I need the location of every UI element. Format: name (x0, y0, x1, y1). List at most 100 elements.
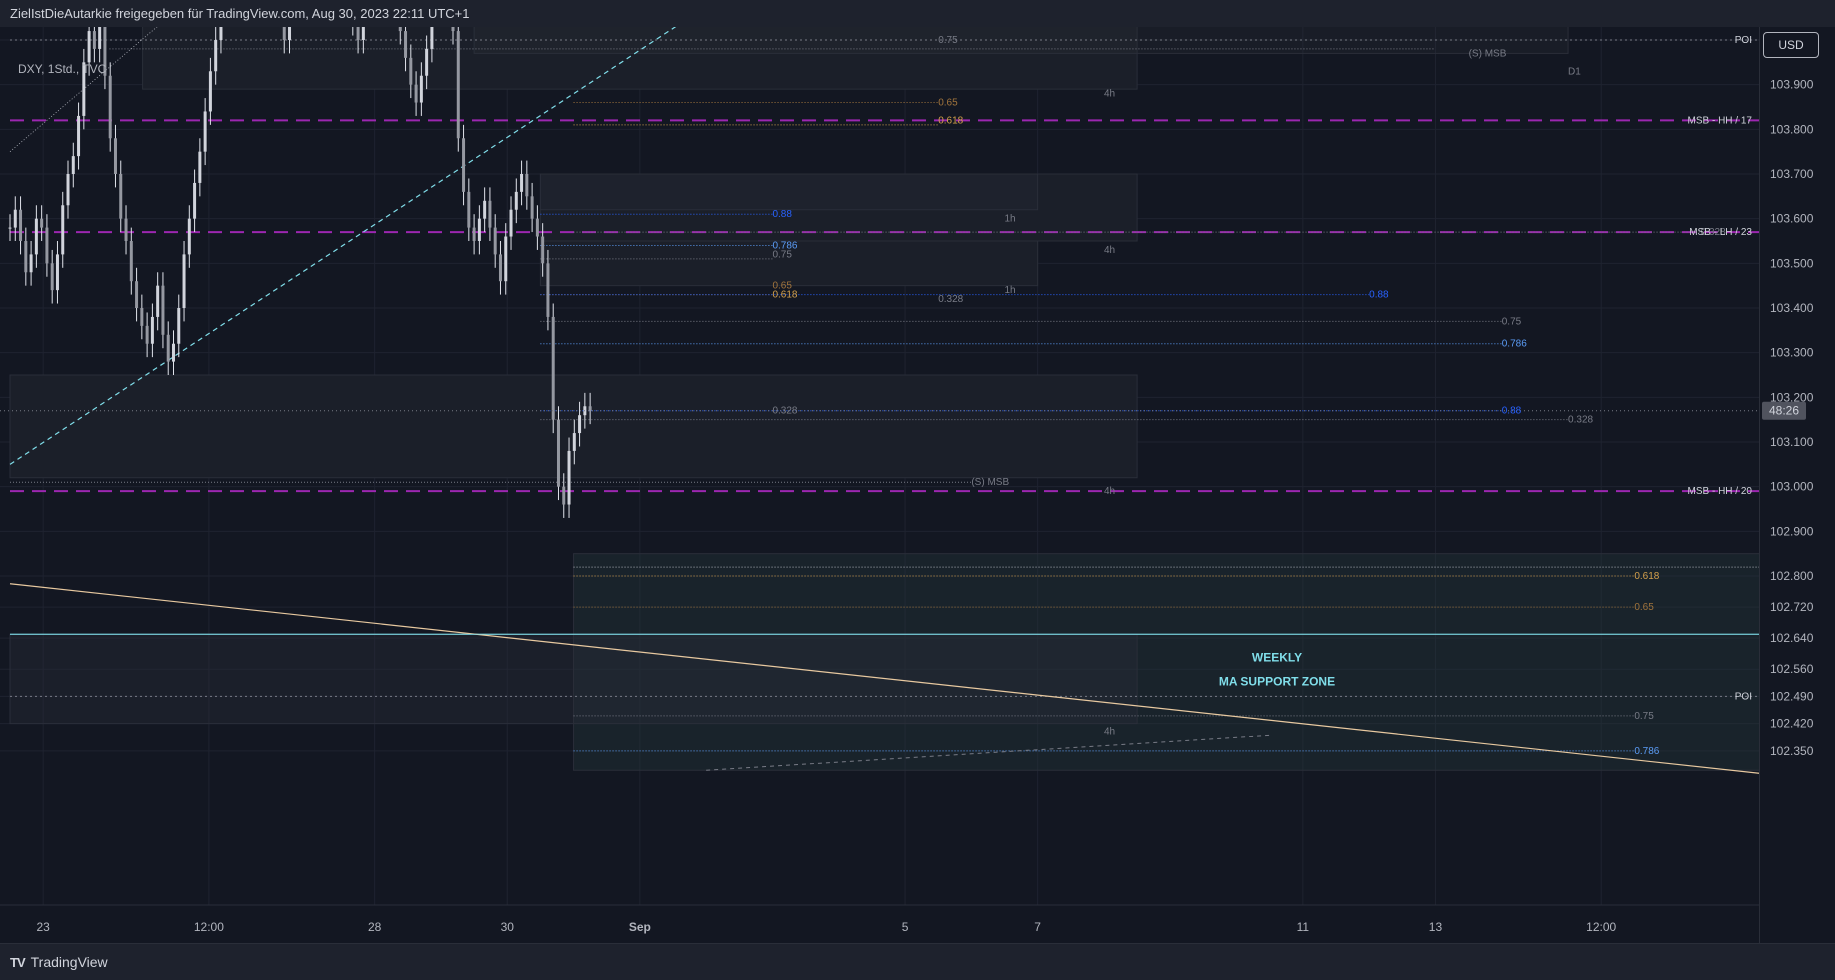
candle-body (282, 27, 286, 40)
candle-body (29, 254, 33, 273)
candle-body (66, 173, 70, 206)
tradingview-logo-icon: TV (10, 954, 26, 970)
candle-body (135, 281, 139, 308)
zone-box (142, 27, 1138, 90)
x-tick-label: 13 (1429, 920, 1443, 934)
candle-body (551, 316, 555, 420)
fib-label: 0.328 (1701, 227, 1726, 238)
fib-label: 0.88 (1369, 290, 1389, 301)
ma-trend-line[interactable] (9, 583, 1759, 774)
trend-lines[interactable] (9, 27, 1759, 774)
candle-body (24, 240, 28, 273)
candle-body (462, 138, 466, 192)
candle-body (504, 236, 508, 282)
candle-body (50, 263, 54, 291)
fib-label: 0.88 (772, 209, 792, 220)
fib-lines (10, 48, 1759, 752)
candle-body (509, 209, 513, 237)
x-tick-label: 12:00 (1586, 920, 1616, 934)
candle-body (77, 115, 81, 157)
candle-body (103, 27, 107, 76)
currency-button[interactable]: USD (1763, 32, 1819, 58)
zone-text: WEEKLY (1252, 650, 1302, 664)
candle-body (562, 486, 566, 505)
candle-body (87, 31, 91, 63)
candle-body (456, 31, 460, 139)
candle-body (171, 343, 175, 362)
fib-label: (S) MSB (971, 477, 1009, 488)
candle-body (514, 191, 518, 210)
y-tick-label: 103.500 (1770, 256, 1814, 270)
candle-body (288, 27, 292, 40)
zone-box (539, 240, 1039, 287)
fib-label: 1h (1005, 285, 1016, 296)
header-bar: ZielIstDieAutarkie freigegeben für Tradi… (0, 0, 1835, 28)
level-label: MSB - HH / 17 (1688, 115, 1753, 126)
candle-body (193, 182, 197, 219)
candle-body (556, 419, 560, 487)
price-scale[interactable]: 104.300104.200104.100104.000103.900103.8… (1759, 0, 1835, 943)
candle-body (145, 325, 149, 344)
candle-body (567, 450, 571, 505)
fib-label: 0.65 (1634, 602, 1654, 613)
candle-body (40, 218, 44, 228)
fib-label: 0.75 (938, 35, 958, 46)
y-tick-label: 102.420 (1770, 717, 1814, 731)
tradingview-logo-text: TradingView (30, 954, 108, 970)
candle-body (498, 254, 502, 282)
symbol-label[interactable]: DXY, 1Std., TVC (18, 62, 107, 76)
y-tick-label: 102.720 (1770, 600, 1814, 614)
candle-body (140, 307, 144, 326)
candle-body (404, 31, 408, 58)
candle-body (483, 200, 487, 219)
zone-box (573, 553, 1759, 771)
y-tick-label: 103.700 (1770, 167, 1814, 181)
candle-body (108, 75, 112, 139)
candle-body (166, 334, 170, 362)
trend-line[interactable] (9, 27, 342, 152)
fib-label: 0.618 (772, 290, 797, 301)
y-tick-label: 103.600 (1770, 212, 1814, 226)
page-title: ZielIstDieAutarkie freigegeben für Tradi… (10, 6, 470, 21)
y-tick-label: 102.490 (1770, 689, 1814, 703)
fib-label: 0.618 (938, 115, 963, 126)
zone-box (539, 173, 1039, 211)
y-tick-label: 102.350 (1770, 744, 1814, 758)
candle-body (214, 39, 218, 72)
candle-body (113, 138, 117, 174)
candle-body (98, 27, 102, 49)
candle-body (187, 218, 191, 255)
candle-body (477, 218, 481, 241)
y-tick-label: 102.800 (1770, 569, 1814, 583)
candle-body (34, 218, 38, 255)
y-tick-label: 103.000 (1770, 480, 1814, 494)
candle-body (198, 151, 202, 183)
y-tick-label: 102.640 (1770, 631, 1814, 645)
x-tick-label: 23 (36, 920, 50, 934)
fib-label: (S) MSB (1469, 48, 1507, 59)
trend-line[interactable] (9, 27, 839, 465)
fib-label: 0.786 (772, 240, 797, 251)
x-tick-label: 5 (902, 920, 909, 934)
footer-bar: TV TradingView (0, 943, 1835, 980)
y-tick-label: 103.300 (1770, 346, 1814, 360)
trend-line[interactable] (706, 734, 1270, 771)
candle-body (488, 200, 492, 228)
fib-label: 0.75 (1502, 316, 1522, 327)
candle-body (55, 254, 59, 291)
candle-body (578, 415, 582, 434)
y-tick-label: 102.560 (1770, 662, 1814, 676)
x-tick-label: 7 (1034, 920, 1041, 934)
weekly-zone-label: WEEKLY MA SUPPORT ZONE (1219, 650, 1335, 688)
candles (8, 27, 592, 518)
level-label: MSB - LH / 23 (1689, 227, 1752, 238)
candle-body (467, 191, 471, 228)
fib-label: 4h (1104, 486, 1115, 497)
tradingview-logo[interactable]: TV TradingView (10, 954, 108, 970)
right-labels: POI MSB - HH / 17 MSB - LH / 23 MSB - HH / … (1688, 35, 1753, 702)
candle-body (82, 62, 86, 116)
candle-body (124, 218, 128, 241)
candle-body (419, 75, 423, 103)
